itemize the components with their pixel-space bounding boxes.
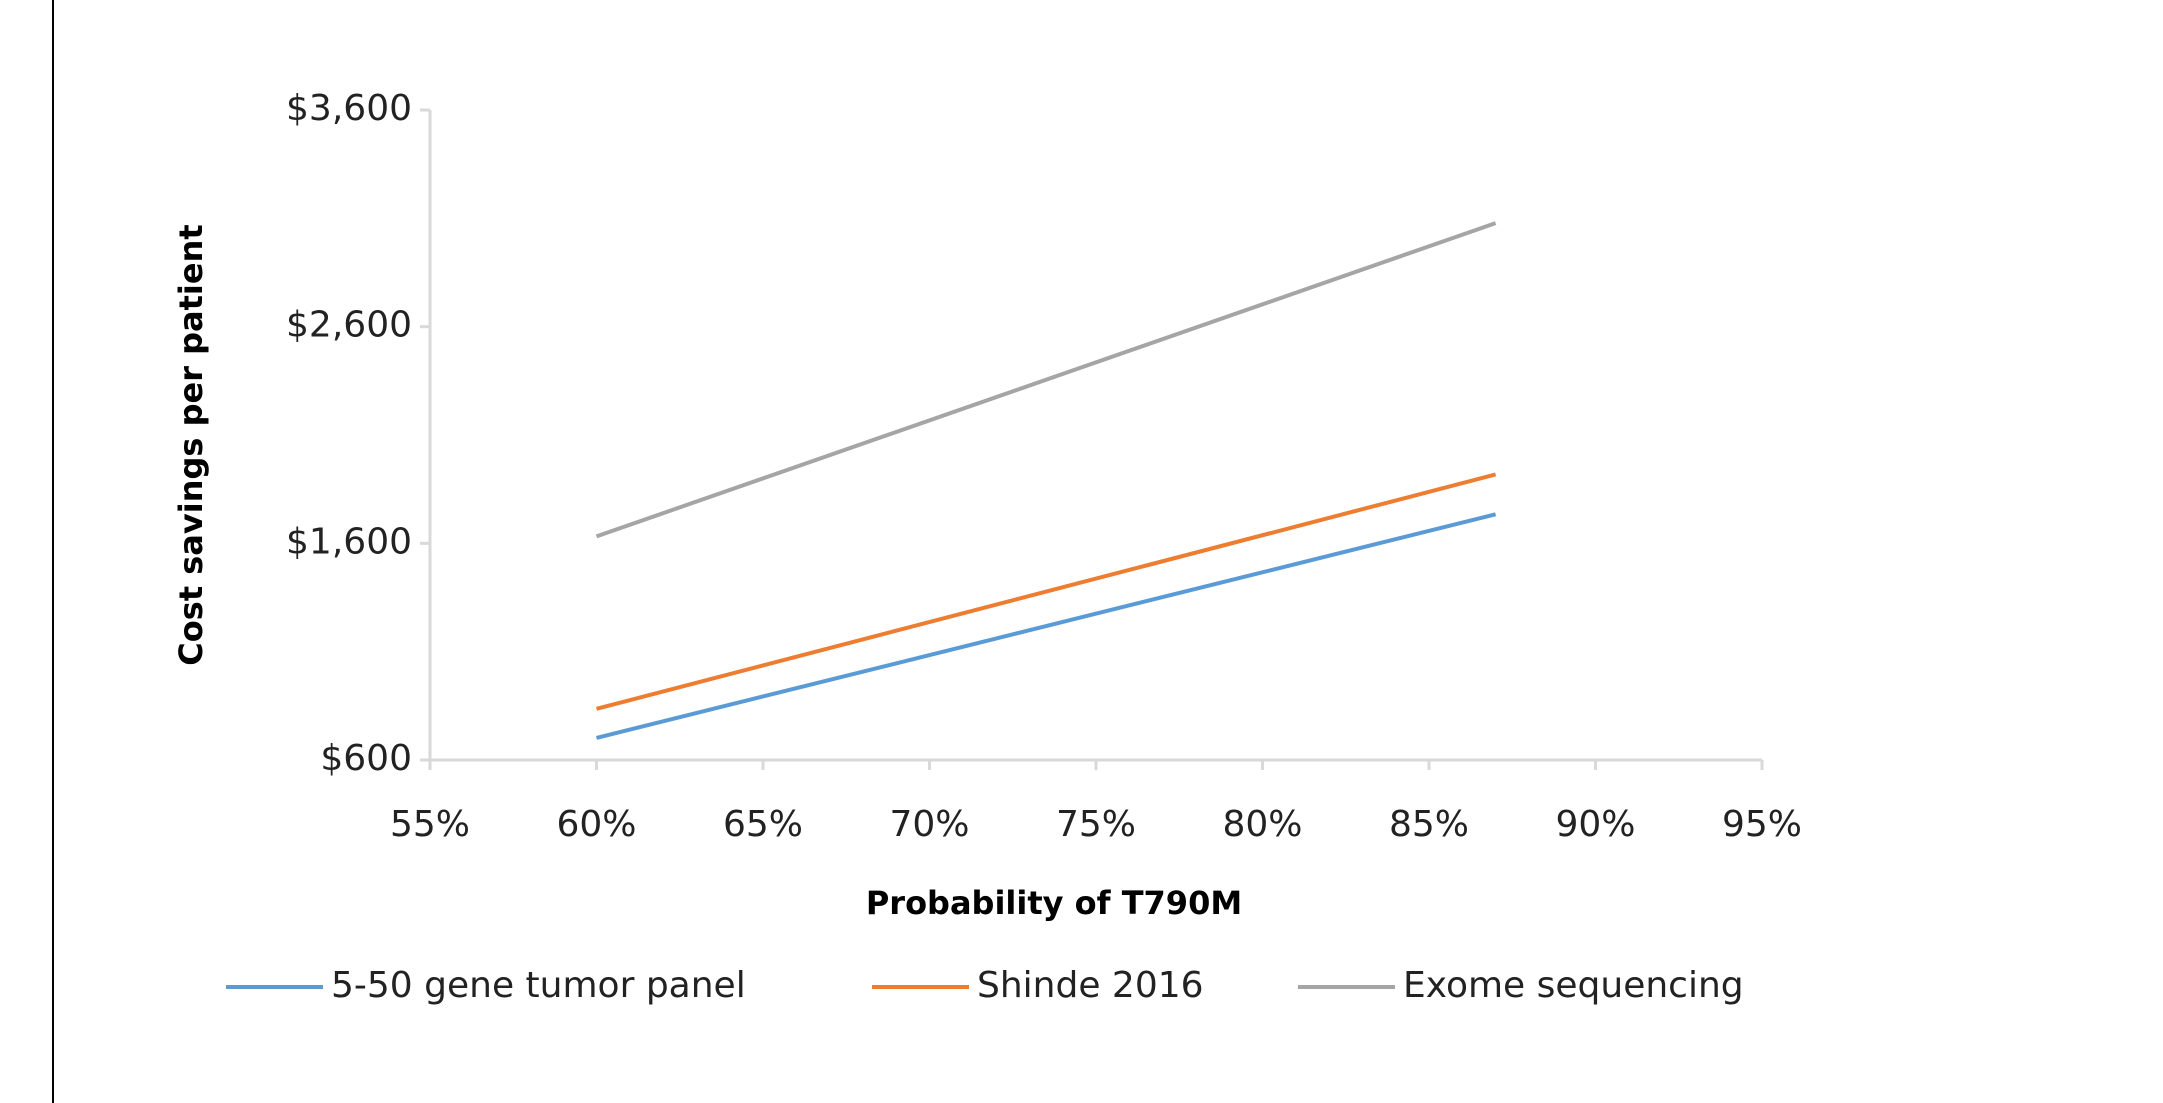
legend-label: Exome sequencing xyxy=(1403,965,1744,1006)
y-tick-label: $1,600 xyxy=(286,521,412,562)
x-tick-label: 60% xyxy=(556,804,636,845)
y-tick-label: $2,600 xyxy=(286,305,412,346)
series-line xyxy=(596,512,1497,740)
x-tick-label: 90% xyxy=(1555,804,1635,845)
x-tick-label: 85% xyxy=(1389,804,1469,845)
x-axis-title: Probability of T790M xyxy=(866,884,1242,922)
series-line xyxy=(595,472,1497,711)
y-tick-label: $600 xyxy=(320,738,412,779)
legend-label: 5-50 gene tumor panel xyxy=(331,965,746,1006)
x-tick-label: 80% xyxy=(1222,804,1302,845)
legend-label: Shinde 2016 xyxy=(977,965,1204,1006)
x-tick-label: 65% xyxy=(723,804,803,845)
x-tick-label: 70% xyxy=(889,804,969,845)
x-tick-label: 75% xyxy=(1056,804,1136,845)
y-tick-label: $3,600 xyxy=(286,88,412,129)
x-tick-label: 55% xyxy=(390,804,470,845)
y-axis-title: Cost savings per patient xyxy=(172,224,210,665)
series-line xyxy=(595,221,1497,539)
x-tick-label: 95% xyxy=(1722,804,1802,845)
